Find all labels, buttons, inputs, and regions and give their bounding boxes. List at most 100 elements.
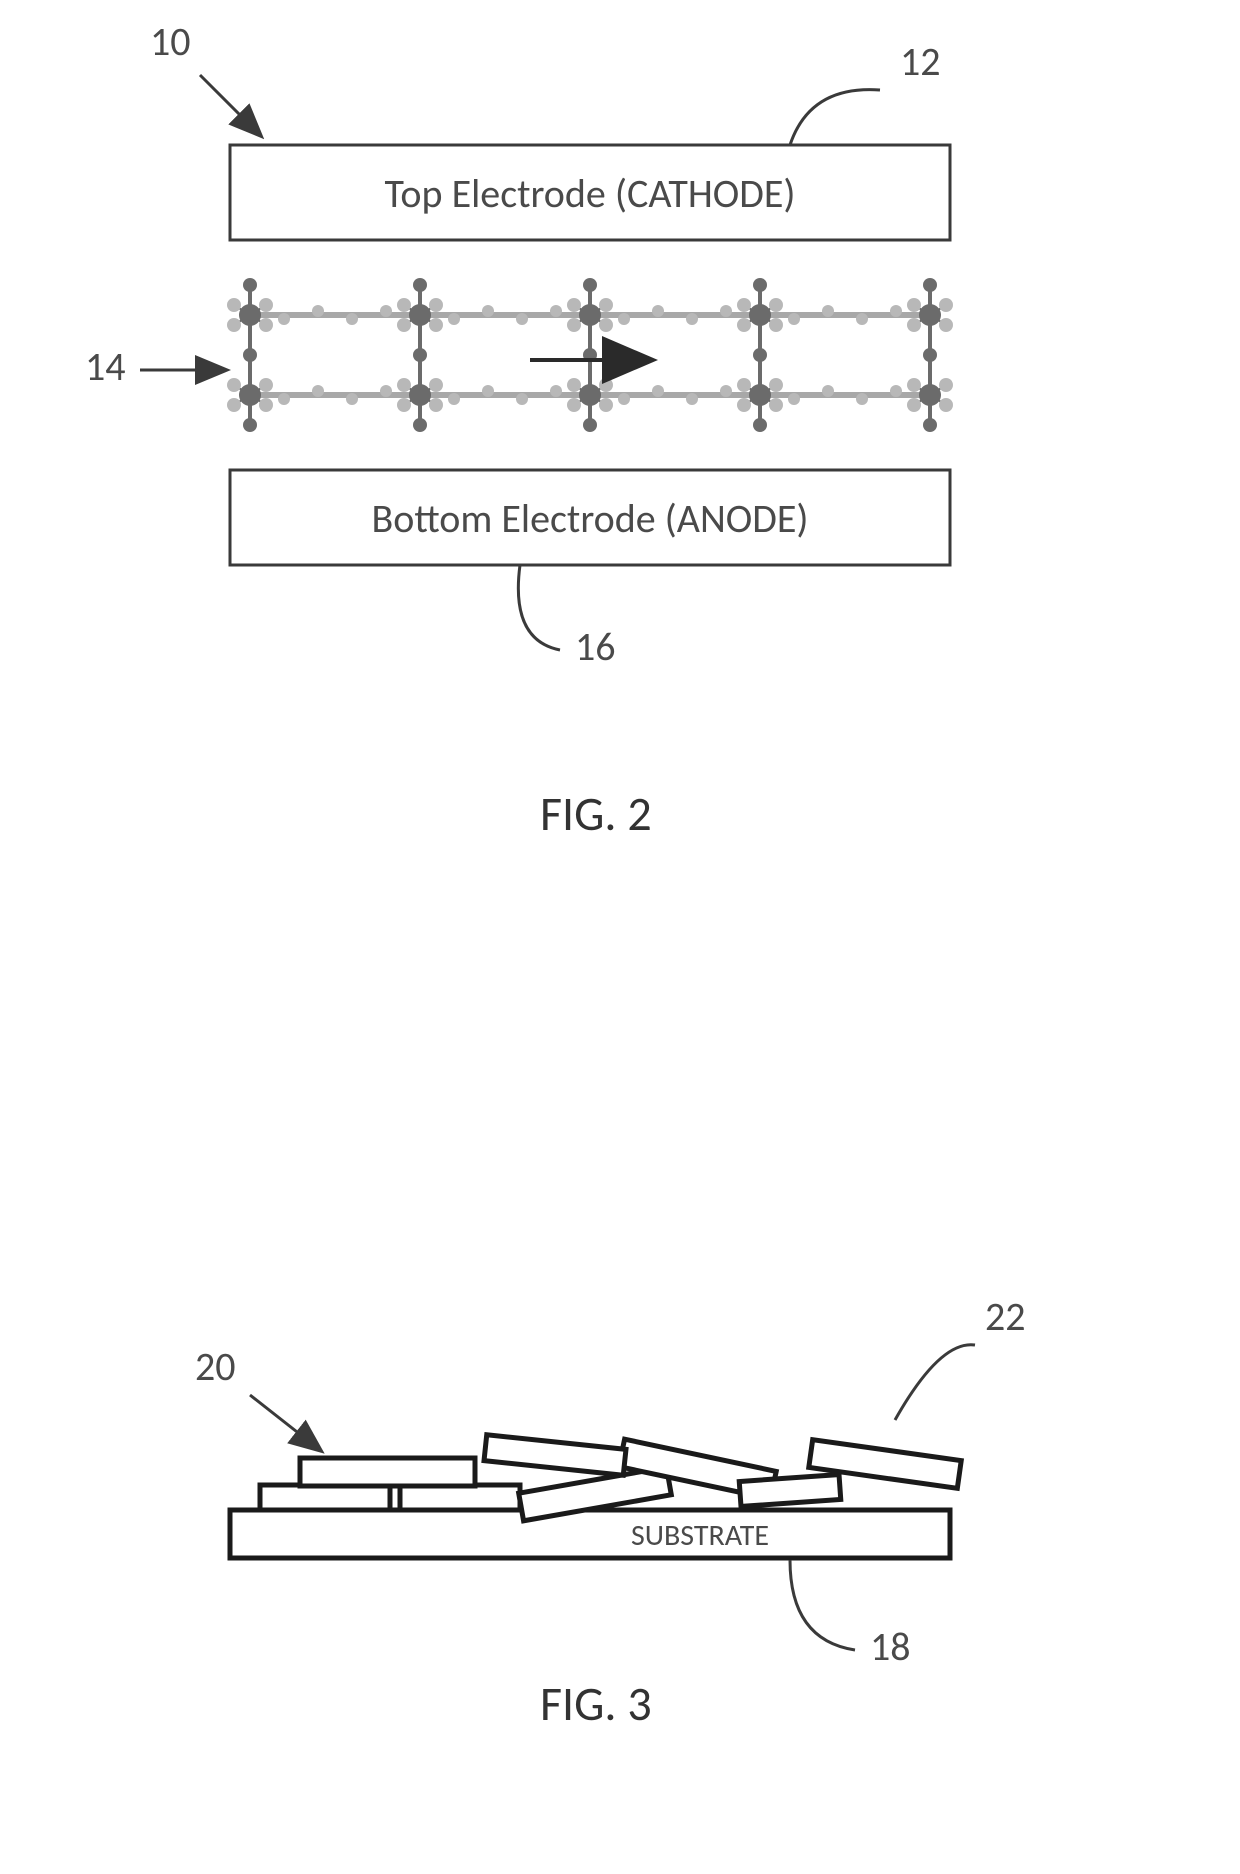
mof-linker-atom bbox=[822, 305, 834, 317]
mof-node-ligand bbox=[599, 318, 613, 332]
callout-12-curve bbox=[790, 90, 880, 145]
mof-node-ligand bbox=[259, 398, 273, 412]
mof-linker-atom bbox=[516, 313, 528, 325]
mof-pillar-atom bbox=[753, 278, 767, 292]
mof-linker-atom bbox=[890, 305, 902, 317]
mof-node-ligand bbox=[567, 398, 581, 412]
mof-linker-atom bbox=[856, 313, 868, 325]
callout-10: 10 bbox=[150, 17, 191, 66]
mof-node-ligand bbox=[429, 378, 443, 392]
mof-linker-atom bbox=[652, 385, 664, 397]
mof-node-ligand bbox=[227, 298, 241, 312]
mof-linker-atom bbox=[482, 305, 494, 317]
top-electrode-label: Top Electrode (CATHODE) bbox=[384, 169, 795, 218]
mof-pillar-atom bbox=[413, 348, 427, 362]
mof-linker-atom bbox=[788, 393, 800, 405]
mof-node-ligand bbox=[907, 378, 921, 392]
fig2-group: Top Electrode (CATHODE) Bottom Electrode… bbox=[85, 17, 953, 843]
mof-node-ligand bbox=[599, 398, 613, 412]
mof-node-ligand bbox=[567, 378, 581, 392]
mof-linker-atom bbox=[652, 305, 664, 317]
callout-16: 16 bbox=[575, 622, 616, 671]
flake bbox=[260, 1485, 390, 1510]
mof-pillar-atom bbox=[923, 278, 937, 292]
mof-linker-atom bbox=[346, 313, 358, 325]
mof-pillar-atom bbox=[753, 418, 767, 432]
mof-node-center bbox=[579, 384, 601, 406]
mof-linker-atom bbox=[856, 393, 868, 405]
mof-pillar-atom bbox=[243, 418, 257, 432]
mof-node-ligand bbox=[737, 378, 751, 392]
mof-pillar-atom bbox=[413, 278, 427, 292]
mof-node-ligand bbox=[397, 378, 411, 392]
flake bbox=[400, 1485, 520, 1510]
mof-linker-atom bbox=[686, 313, 698, 325]
mof-linker-atom bbox=[312, 385, 324, 397]
mof-node-ligand bbox=[737, 318, 751, 332]
flake bbox=[484, 1435, 626, 1475]
mof-node-ligand bbox=[429, 298, 443, 312]
callout-22-curve bbox=[895, 1345, 975, 1420]
callout-12: 12 bbox=[900, 37, 941, 86]
mof-linker-atom bbox=[890, 385, 902, 397]
mof-node-ligand bbox=[227, 318, 241, 332]
mof-node-ligand bbox=[397, 318, 411, 332]
mof-linker-atom bbox=[278, 393, 290, 405]
mof-linker-atom bbox=[618, 313, 630, 325]
callout-18-curve bbox=[790, 1560, 855, 1650]
mof-pillar-atom bbox=[413, 418, 427, 432]
mof-node-center bbox=[749, 304, 771, 326]
mof-node-ligand bbox=[599, 298, 613, 312]
mof-node-ligand bbox=[397, 398, 411, 412]
substrate: SUBSTRATE bbox=[230, 1510, 950, 1558]
mof-node-ligand bbox=[227, 378, 241, 392]
mof-node-center bbox=[749, 384, 771, 406]
mof-node-center bbox=[239, 384, 261, 406]
mof-pillar-atom bbox=[923, 348, 937, 362]
mof-node-ligand bbox=[769, 318, 783, 332]
mof-node-ligand bbox=[259, 298, 273, 312]
mof-linker-atom bbox=[686, 393, 698, 405]
mof-node-ligand bbox=[259, 378, 273, 392]
mof-pillar-atom bbox=[243, 278, 257, 292]
mof-node-ligand bbox=[567, 318, 581, 332]
flake bbox=[300, 1458, 475, 1486]
mof-node-center bbox=[919, 304, 941, 326]
mof-pillar-atom bbox=[753, 348, 767, 362]
mof-node-ligand bbox=[769, 398, 783, 412]
fig3-group: SUBSTRATE 20 22 18 FIG. 3 bbox=[195, 1292, 1026, 1733]
mof-node-center bbox=[579, 304, 601, 326]
mof-linker-atom bbox=[720, 385, 732, 397]
mof-linker-atom bbox=[448, 313, 460, 325]
mof-node-ligand bbox=[429, 398, 443, 412]
mof-node-ligand bbox=[259, 318, 273, 332]
mof-node-ligand bbox=[907, 398, 921, 412]
callout-20: 20 bbox=[195, 1342, 236, 1391]
mof-linker-atom bbox=[788, 313, 800, 325]
mof-linker-atom bbox=[720, 305, 732, 317]
mof-node-ligand bbox=[737, 398, 751, 412]
mof-node-center bbox=[409, 384, 431, 406]
mof-node-center bbox=[919, 384, 941, 406]
fig3-caption: FIG. 3 bbox=[540, 1674, 652, 1733]
mof-pillar-atom bbox=[583, 278, 597, 292]
mof-pillar-atom bbox=[923, 418, 937, 432]
mof-linker-atom bbox=[278, 313, 290, 325]
mof-linker-atom bbox=[346, 393, 358, 405]
mof-pillar-atom bbox=[243, 348, 257, 362]
mof-linker-atom bbox=[822, 385, 834, 397]
mof-node-center bbox=[239, 304, 261, 326]
callout-14: 14 bbox=[85, 342, 126, 391]
mof-node-ligand bbox=[429, 318, 443, 332]
callout-22: 22 bbox=[985, 1292, 1026, 1341]
mof-linker-atom bbox=[380, 305, 392, 317]
mof-linker-atom bbox=[312, 305, 324, 317]
mof-node-ligand bbox=[397, 298, 411, 312]
mof-node-ligand bbox=[939, 318, 953, 332]
mof-linker-atom bbox=[482, 385, 494, 397]
mof-linker-atom bbox=[550, 305, 562, 317]
mof-node-center bbox=[409, 304, 431, 326]
top-electrode: Top Electrode (CATHODE) bbox=[230, 145, 950, 240]
callout-20-arrow bbox=[250, 1395, 320, 1450]
bottom-electrode-label: Bottom Electrode (ANODE) bbox=[371, 494, 808, 543]
